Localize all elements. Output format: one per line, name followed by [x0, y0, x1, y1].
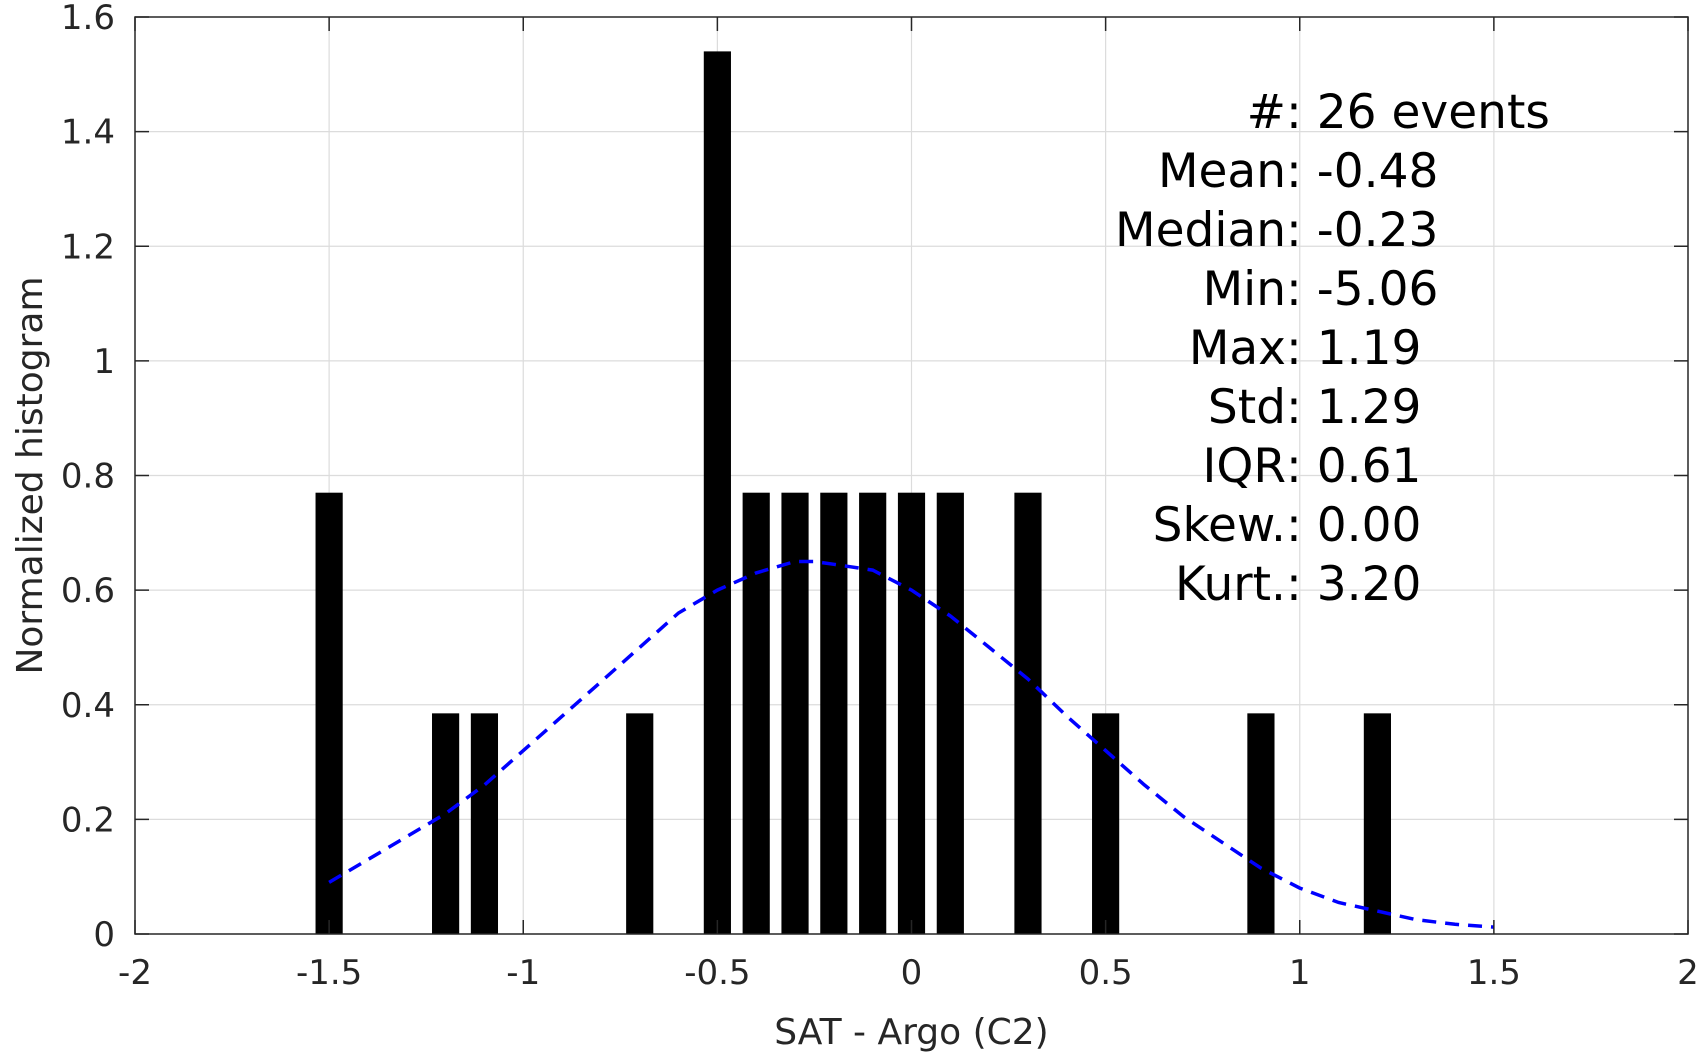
- stat-label: Mean: [1158, 144, 1286, 199]
- histogram-bar: [470, 713, 499, 934]
- histogram-bar: [859, 492, 887, 934]
- histogram-bar: [315, 492, 343, 934]
- stat-label: IQR: [1202, 439, 1286, 494]
- stat-value: : -0.48: [1286, 144, 1438, 199]
- stat-value: : 1.29: [1286, 380, 1421, 435]
- stat-value: : 26 events: [1286, 85, 1550, 140]
- histogram-bar: [1247, 713, 1275, 934]
- stat-label: Min: [1203, 262, 1286, 317]
- y-tick-label: 0.2: [61, 800, 115, 840]
- y-tick-label: 1.2: [61, 227, 115, 267]
- histogram-bar: [897, 492, 926, 934]
- stat-value: : 3.20: [1286, 557, 1421, 612]
- y-tick-label: 1.4: [61, 113, 115, 153]
- stat-value: : -0.23: [1286, 203, 1438, 258]
- x-tick-label: 1.5: [1467, 953, 1521, 993]
- x-tick-label: 2: [1677, 953, 1699, 993]
- histogram-bar: [781, 492, 809, 934]
- stat-label: #: [1247, 85, 1286, 140]
- y-tick-label: 0: [93, 915, 115, 955]
- axis-ticks: [134, 16, 1689, 935]
- stat-label: Kurt.: [1175, 557, 1286, 612]
- histogram-bar: [742, 492, 770, 934]
- x-tick-label: -1: [506, 953, 540, 993]
- x-tick-label: -1.5: [296, 953, 362, 993]
- histogram-bar: [820, 492, 848, 934]
- y-axis-label: Normalized histogram: [10, 276, 51, 674]
- histogram-bar: [1014, 492, 1042, 934]
- stat-label: Skew.: [1153, 498, 1286, 553]
- x-tick-label: 0.5: [1079, 953, 1133, 993]
- stat-value: : -5.06: [1286, 262, 1438, 317]
- grid-lines: [135, 17, 1688, 934]
- x-axis-label: SAT - Argo (C2): [774, 1012, 1048, 1053]
- stat-label: Max: [1189, 321, 1286, 376]
- x-tick-label: -2: [118, 953, 152, 993]
- y-tick-labels: 0 0.2 0.4 0.6 0.8 1 1.2 1.4 1.6: [61, 0, 115, 955]
- normal-fit-curve: [328, 559, 1495, 929]
- y-tick-label: 1: [93, 342, 115, 382]
- histogram-bar: [432, 713, 460, 934]
- histogram-bar: [1092, 713, 1120, 934]
- histogram-bar: [1363, 713, 1391, 934]
- stat-value: : 0.00: [1286, 498, 1421, 553]
- y-tick-label: 0.4: [61, 686, 115, 726]
- y-tick-label: 0.6: [61, 571, 115, 611]
- y-tick-label: 0.8: [61, 457, 115, 497]
- x-tick-label: 0: [901, 953, 923, 993]
- stat-value: : 1.19: [1286, 321, 1421, 376]
- stat-label: Median: [1115, 203, 1286, 258]
- stat-value: : 0.61: [1286, 439, 1421, 494]
- histogram-bars: [315, 51, 1391, 934]
- x-tick-label: -0.5: [684, 953, 750, 993]
- histogram-bar: [703, 51, 731, 934]
- x-tick-label: 1: [1289, 953, 1311, 993]
- histogram-bar: [626, 713, 654, 934]
- histogram-bar: [936, 492, 964, 934]
- stat-label: Std: [1208, 380, 1286, 435]
- x-tick-labels: -2 -1.5 -1 -0.5 0 0.5 1 1.5 2: [118, 953, 1699, 993]
- y-tick-label: 1.6: [61, 0, 115, 38]
